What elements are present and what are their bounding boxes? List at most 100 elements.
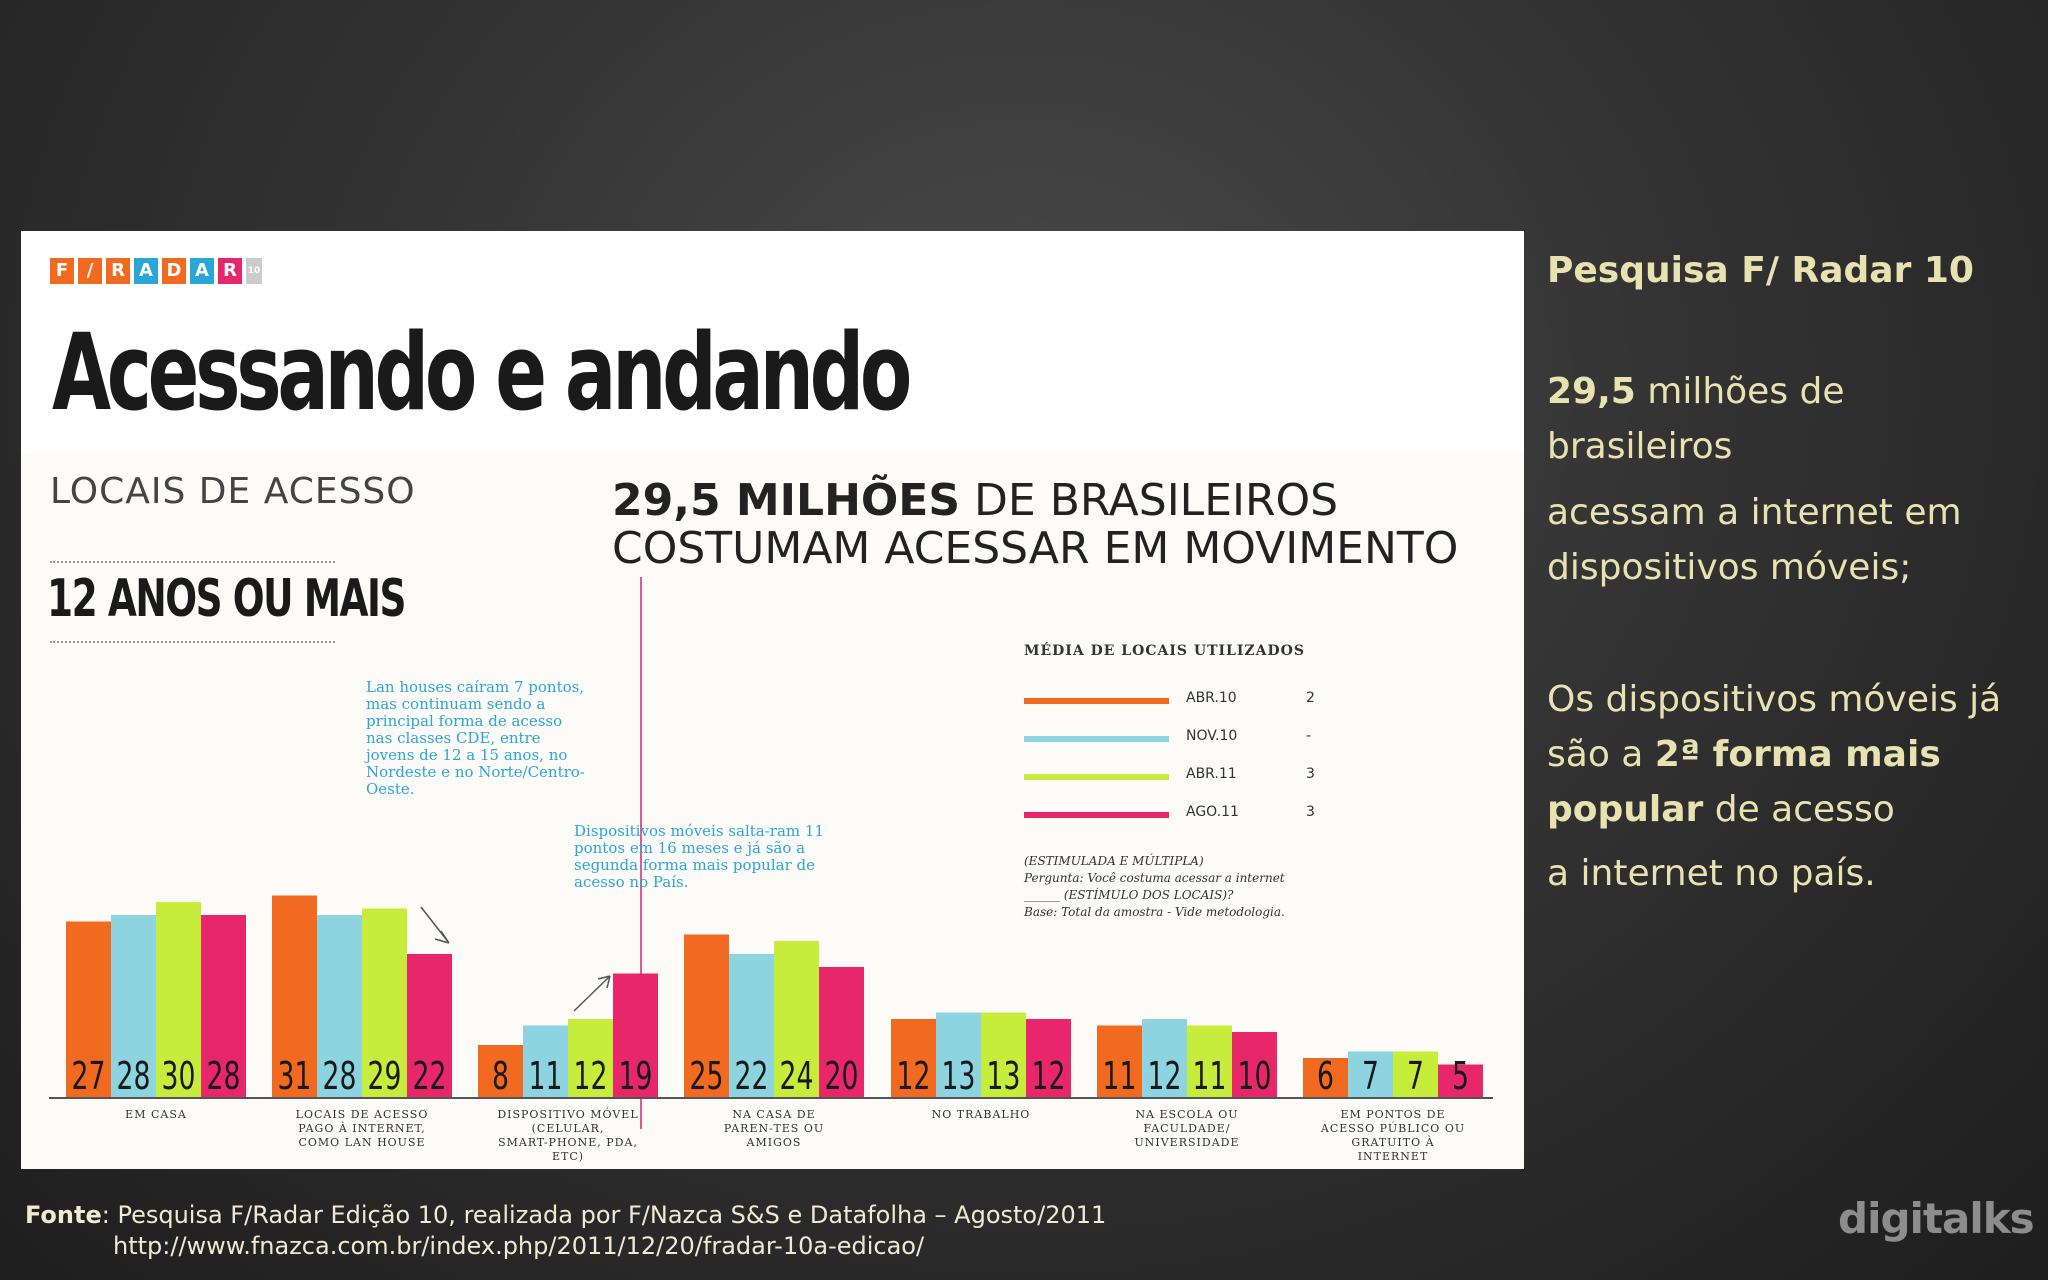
legend-swatch <box>1024 774 1169 780</box>
bar-value-label: 11 <box>1103 1054 1137 1099</box>
source-label: Fonte <box>25 1201 102 1229</box>
bar <box>156 902 201 1097</box>
side-highlight: popular <box>1547 789 1704 830</box>
bar-value-label: 30 <box>162 1054 196 1099</box>
legend-label: ABR.10 <box>1186 690 1237 706</box>
bar-value-label: 7 <box>1362 1054 1379 1099</box>
bar-value-label: 12 <box>1148 1054 1182 1099</box>
divider <box>50 641 335 647</box>
side-text: 29,5 milhões de <box>1547 364 1845 419</box>
bar <box>66 921 111 1097</box>
bar <box>1348 1051 1393 1097</box>
bar-value-label: 28 <box>117 1054 151 1099</box>
side-text: brasileiros <box>1547 426 1733 467</box>
logo-letter: R <box>218 258 242 284</box>
side-text-span: de acesso <box>1703 789 1895 830</box>
source-citation: Fonte: Pesquisa F/Radar Edição 10, reali… <box>25 1198 1106 1232</box>
bar <box>1187 1025 1232 1097</box>
legend-note-line: Pergunta: Você costuma acessar a interne… <box>1024 871 1285 902</box>
headline-line2: COSTUMAM ACESSAR EM MOVIMENTO <box>612 523 1459 574</box>
headline-bold: 29,5 MILHÕES <box>612 475 961 526</box>
bar-value-label: 27 <box>72 1054 106 1099</box>
side-text: são a 2ª forma mais <box>1547 727 1941 782</box>
legend-title: MÉDIA DE LOCAIS UTILIZADOS <box>1024 643 1305 659</box>
legend-label: NOV.10 <box>1186 728 1238 744</box>
locais-title: LOCAIS DE ACESSO <box>50 471 416 512</box>
infographic-header <box>21 231 1524 453</box>
bar <box>774 941 819 1097</box>
bar-value-label: 31 <box>278 1054 312 1099</box>
side-title: Pesquisa F/ Radar 10 <box>1547 250 1974 291</box>
legend-swatch <box>1024 698 1169 704</box>
bar <box>1232 1032 1277 1097</box>
bar-value-label: 12 <box>897 1054 931 1099</box>
bar-value-label: 8 <box>492 1054 509 1099</box>
bar <box>272 895 317 1097</box>
legend-value: 3 <box>1306 804 1315 820</box>
bar-value-label: 20 <box>825 1054 859 1099</box>
headline-rest: DE BRASILEIROS <box>960 475 1339 526</box>
bar-value-label: 29 <box>368 1054 402 1099</box>
bar-value-label: 12 <box>574 1054 608 1099</box>
callout-line <box>640 577 642 1129</box>
side-text: acessam a internet em <box>1547 492 1962 533</box>
infographic-image: F / R A D A R 10 Acessando e andando LOCAIS DE … <box>21 231 1524 1169</box>
legend-note-line: (ESTIMULADA E MÚLTIPLA) <box>1024 854 1204 868</box>
annotation-lan-house: Lan houses caíram 7 pontos, mas continua… <box>366 678 585 798</box>
bar <box>1142 1019 1187 1097</box>
legend-value: - <box>1306 728 1312 744</box>
bar-value-label: 24 <box>780 1054 814 1099</box>
category-label: NA CASA DE PAREN-TES OU AMIGOS <box>724 1108 824 1149</box>
legend-swatch <box>1024 812 1169 818</box>
side-panel: Pesquisa F/ Radar 10 29,5 milhões de bra… <box>1547 0 2027 1280</box>
bar <box>568 1019 613 1097</box>
bar-value-label: 5 <box>1452 1054 1469 1099</box>
bar-value-label: 28 <box>323 1054 357 1099</box>
bar-value-label: 28 <box>207 1054 241 1099</box>
legend-label: ABR.11 <box>1186 766 1237 782</box>
annotation-mobile: Dispositivos móveis salta-ram 11 pontos … <box>574 822 824 891</box>
legend-value: 3 <box>1306 766 1315 782</box>
bar <box>981 1012 1026 1097</box>
category-label: EM CASA <box>125 1108 187 1121</box>
annotation-arrow <box>420 906 450 944</box>
legend-note: (ESTIMULADA E MÚLTIPLA) Pergunta: Você c… <box>1024 853 1324 921</box>
bar-value-label: 6 <box>1317 1054 1334 1099</box>
bar <box>317 915 362 1097</box>
category-label: NO TRABALHO <box>932 1108 1031 1121</box>
source-text: : Pesquisa F/Radar Edição 10, realizada … <box>101 1201 1107 1229</box>
bar-value-label: 22 <box>413 1054 447 1099</box>
divider <box>50 561 335 567</box>
headline: 29,5 MILHÕES DE BRASILEIROS COSTUMAM ACE… <box>612 477 1458 573</box>
bar-value-label: 22 <box>735 1054 769 1099</box>
bar <box>1303 1058 1348 1097</box>
logo-letter: A <box>190 258 214 284</box>
bar-value-label: 10 <box>1238 1054 1272 1099</box>
bar-value-label: 12 <box>1032 1054 1066 1099</box>
legend-swatch <box>1024 736 1169 742</box>
logo-letter: A <box>134 258 158 284</box>
bar <box>478 1045 523 1097</box>
bar <box>819 967 864 1097</box>
digitalks-logo: digitalks <box>1838 1194 2035 1243</box>
side-highlight: 29,5 <box>1547 371 1636 412</box>
legend-note-line: Base: Total da amostra - Vide metodologi… <box>1024 905 1285 919</box>
bar <box>1097 1025 1142 1097</box>
bar <box>936 1012 981 1097</box>
logo-letter: / <box>78 258 102 284</box>
logo-letter: 10 <box>246 258 262 284</box>
side-text: Os dispositivos móveis já <box>1547 679 2002 720</box>
bar <box>111 915 156 1097</box>
category-label: DISPOSITIVO MÓVEL (CELULAR, SMART-PHONE, P… <box>497 1107 638 1163</box>
logo-letter: R <box>106 258 130 284</box>
side-text: popular de acesso <box>1547 782 1895 837</box>
bar-value-label: 7 <box>1407 1054 1424 1099</box>
category-label: LOCAIS DE ACESSO PAGO À INTERNET, COMO LAN… <box>296 1108 429 1149</box>
bar-value-label: 11 <box>1193 1054 1227 1099</box>
side-text: a internet no país. <box>1547 853 1876 894</box>
bar <box>1438 1064 1483 1097</box>
side-text: dispositivos móveis; <box>1547 547 1912 588</box>
bar <box>613 973 658 1097</box>
